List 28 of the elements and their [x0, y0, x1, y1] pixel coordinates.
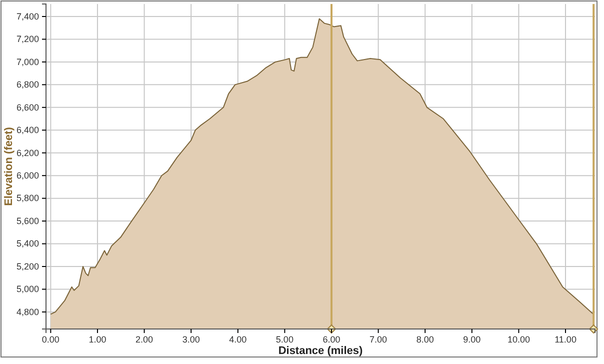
x-axis-title: Distance (miles)	[278, 345, 364, 357]
y-tick-label: 7,400	[16, 11, 39, 22]
y-tick-label: 5,000	[16, 284, 39, 294]
y-tick-label: 5,200	[16, 261, 39, 272]
x-tick-label: 6.00	[322, 334, 340, 344]
y-tick-label: 6,600	[16, 102, 39, 112]
y-tick-label: 7,000	[16, 56, 39, 67]
x-tick-label: 11.00	[554, 334, 576, 344]
x-tick-label: 0.00	[42, 334, 60, 344]
y-tick-label: 5,800	[16, 193, 39, 204]
x-tick-label: 2.00	[136, 334, 154, 344]
x-tick-label: 10.00	[507, 334, 530, 344]
x-tick-label: 7.00	[370, 334, 388, 344]
x-tick-label: 4.00	[229, 334, 247, 344]
x-tick-label: 3.00	[182, 334, 200, 344]
y-tick-label: 6,200	[16, 148, 39, 158]
x-tick-label: 5.00	[276, 334, 294, 344]
x-tick-label: 8.00	[416, 334, 434, 344]
y-tick-label: 6,800	[16, 80, 39, 90]
y-tick-label: 7,200	[16, 34, 39, 44]
y-tick-label: 5,400	[16, 238, 39, 249]
y-tick-label: 6,000	[16, 170, 39, 180]
y-axis-title: Elevation (feet)	[3, 126, 15, 206]
y-tick-label: 4,800	[16, 306, 39, 317]
x-tick-label: 9.00	[463, 334, 481, 344]
y-tick-label: 6,400	[16, 125, 39, 136]
y-tick-label: 5,600	[16, 216, 39, 226]
x-tick-label: 1.00	[88, 334, 106, 344]
